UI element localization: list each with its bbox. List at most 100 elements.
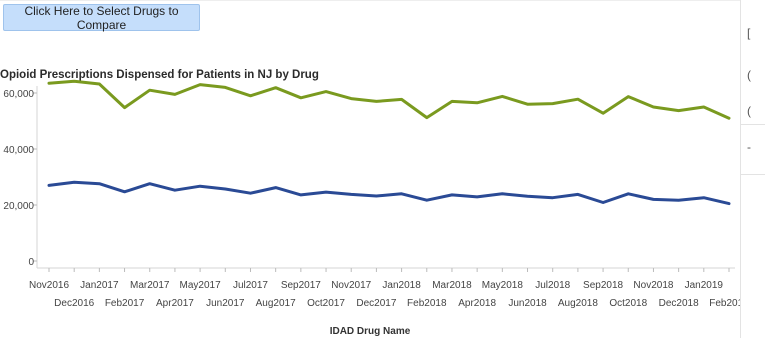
data-point[interactable] <box>299 96 302 99</box>
x-tick-label: Apr2018 <box>458 298 496 309</box>
top-divider <box>0 0 740 1</box>
data-point[interactable] <box>375 195 378 198</box>
x-tick-label: Dec2018 <box>659 298 699 309</box>
x-tick-label: Dec2016 <box>54 298 94 309</box>
data-point[interactable] <box>249 94 252 97</box>
data-point[interactable] <box>702 196 705 199</box>
data-point[interactable] <box>576 98 579 101</box>
rail-item-4[interactable]: - <box>747 140 751 154</box>
data-point[interactable] <box>652 198 655 201</box>
x-tick-label: Dec2017 <box>356 298 396 309</box>
x-axis-title: IDAD Drug Name <box>330 326 411 337</box>
x-tick-label: Aug2017 <box>256 298 296 309</box>
select-drugs-button[interactable]: Click Here to Select Drugs to Compare <box>3 4 200 32</box>
data-point[interactable] <box>73 80 76 83</box>
data-point[interactable] <box>325 90 328 93</box>
x-tick-label: Apr2017 <box>156 298 194 309</box>
data-point[interactable] <box>224 86 227 89</box>
data-point[interactable] <box>602 201 605 204</box>
data-point[interactable] <box>677 199 680 202</box>
data-point[interactable] <box>627 95 630 98</box>
x-tick-label: Sep2017 <box>281 280 321 291</box>
data-point[interactable] <box>148 182 151 185</box>
data-point[interactable] <box>224 188 227 191</box>
data-point[interactable] <box>677 109 680 112</box>
data-point[interactable] <box>148 89 151 92</box>
data-point[interactable] <box>98 83 101 86</box>
data-point[interactable] <box>576 193 579 196</box>
data-point[interactable] <box>526 195 529 198</box>
x-tick-label: Jun2017 <box>206 298 245 309</box>
rail-item-1[interactable]: [ <box>747 26 751 40</box>
x-tick-label: Aug2018 <box>558 298 598 309</box>
data-point[interactable] <box>728 117 731 120</box>
x-tick-label: Mar2018 <box>432 280 472 291</box>
series-line-1[interactable] <box>47 79 731 120</box>
data-point[interactable] <box>48 184 51 187</box>
data-point[interactable] <box>425 116 428 119</box>
y-tick-label: 60,000 <box>3 89 34 100</box>
data-point[interactable] <box>476 101 479 104</box>
data-point[interactable] <box>450 100 453 103</box>
data-point[interactable] <box>199 185 202 188</box>
data-point[interactable] <box>501 192 504 195</box>
x-tick-label: Jun2018 <box>508 298 547 309</box>
data-point[interactable] <box>450 193 453 196</box>
data-point[interactable] <box>702 106 705 109</box>
x-tick-label: Jan2018 <box>382 280 421 291</box>
x-tick-label: May2017 <box>180 280 222 291</box>
rail-item-2[interactable]: ( <box>747 68 751 82</box>
right-panel: [ ( ( - <box>740 0 765 338</box>
x-tick-label: Feb2017 <box>105 298 145 309</box>
data-point[interactable] <box>425 199 428 202</box>
data-point[interactable] <box>199 83 202 86</box>
x-tick-label: Feb2018 <box>407 298 447 309</box>
x-tick-label: Oct2018 <box>609 298 647 309</box>
data-point[interactable] <box>551 102 554 105</box>
data-point[interactable] <box>48 82 51 85</box>
data-point[interactable] <box>400 192 403 195</box>
x-tick-label: Nov2016 <box>29 280 69 291</box>
data-point[interactable] <box>375 100 378 103</box>
data-point[interactable] <box>249 192 252 195</box>
data-point[interactable] <box>274 86 277 89</box>
series-line-2[interactable] <box>47 180 731 206</box>
data-point[interactable] <box>73 181 76 184</box>
x-tick-label: Nov2017 <box>331 280 371 291</box>
data-point[interactable] <box>476 195 479 198</box>
x-tick-label: Mar2017 <box>130 280 170 291</box>
y-tick-label: 20,000 <box>3 201 34 212</box>
x-tick-label: May2018 <box>482 280 524 291</box>
data-point[interactable] <box>299 193 302 196</box>
data-point[interactable] <box>728 202 731 205</box>
rail-item-3[interactable]: ( <box>747 104 751 118</box>
data-point[interactable] <box>526 103 529 106</box>
data-point[interactable] <box>652 106 655 109</box>
x-tick-label: Jul2018 <box>535 280 570 291</box>
chart-title: Opioid Prescriptions Dispensed for Patie… <box>0 69 319 81</box>
data-point[interactable] <box>173 189 176 192</box>
data-point[interactable] <box>602 112 605 115</box>
y-tick-label: 0 <box>28 257 34 268</box>
x-tick-label: Sep2018 <box>583 280 623 291</box>
x-tick-label: Jan2017 <box>80 280 119 291</box>
data-point[interactable] <box>274 186 277 189</box>
x-tick-label: Nov2018 <box>633 280 673 291</box>
data-point[interactable] <box>350 97 353 100</box>
data-point[interactable] <box>98 182 101 185</box>
data-point[interactable] <box>123 106 126 109</box>
data-point[interactable] <box>627 192 630 195</box>
x-tick-label: Feb2019 <box>709 298 740 309</box>
y-tick-label: 40,000 <box>3 145 34 156</box>
x-tick-label: Oct2017 <box>307 298 345 309</box>
data-point[interactable] <box>123 190 126 193</box>
data-point[interactable] <box>501 95 504 98</box>
data-point[interactable] <box>551 196 554 199</box>
data-point[interactable] <box>325 191 328 194</box>
data-point[interactable] <box>350 193 353 196</box>
line-chart: 0 20,000 40,000 60,000 Nov2016 Dec2016 Jan201… <box>3 79 740 337</box>
x-tick-label: Jan2019 <box>685 280 724 291</box>
data-point[interactable] <box>173 93 176 96</box>
data-point[interactable] <box>400 98 403 101</box>
x-tick-label: Jul2017 <box>233 280 268 291</box>
